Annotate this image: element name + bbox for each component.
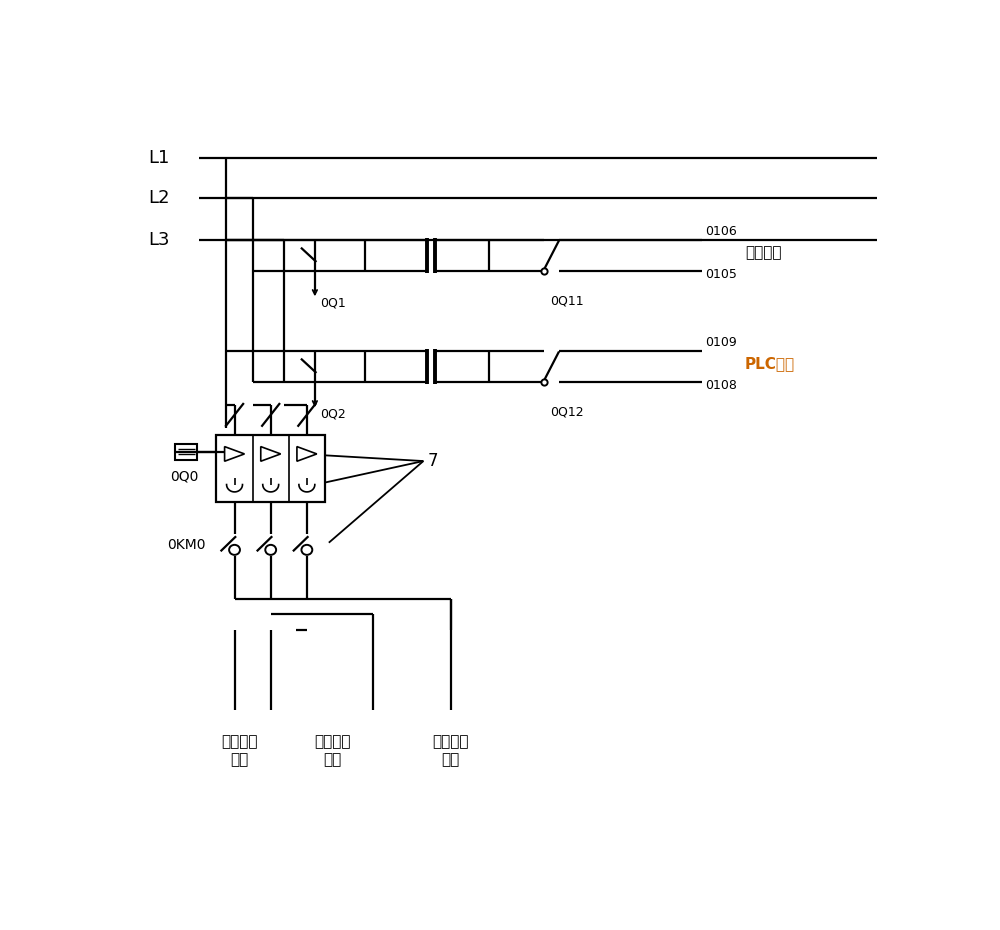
Text: 0Q11: 0Q11 <box>550 294 583 307</box>
Text: 0KM0: 0KM0 <box>168 538 206 551</box>
Text: 控制电源: 控制电源 <box>745 246 782 260</box>
Text: 0Q12: 0Q12 <box>550 405 583 419</box>
Polygon shape <box>261 446 281 461</box>
Text: 起升动力
电源: 起升动力 电源 <box>221 735 258 767</box>
Text: L2: L2 <box>148 189 170 206</box>
Text: 0Q2: 0Q2 <box>320 407 346 420</box>
Text: 0105: 0105 <box>705 268 737 281</box>
Text: 0108: 0108 <box>705 379 737 392</box>
Text: 小车动力
电源: 小车动力 电源 <box>314 735 351 767</box>
Text: 0Q1: 0Q1 <box>320 297 346 310</box>
Text: L1: L1 <box>148 149 170 167</box>
Text: L3: L3 <box>148 232 170 249</box>
Polygon shape <box>225 446 244 461</box>
Text: 7: 7 <box>427 452 438 470</box>
Text: 0106: 0106 <box>705 225 736 238</box>
Text: 0Q0: 0Q0 <box>170 470 198 484</box>
Polygon shape <box>297 446 317 461</box>
Bar <box>216 435 325 502</box>
Bar <box>175 444 197 459</box>
Text: 0109: 0109 <box>705 337 736 350</box>
Text: PLC电源: PLC电源 <box>745 356 795 371</box>
Text: 大车动力
电源: 大车动力 电源 <box>432 735 469 767</box>
